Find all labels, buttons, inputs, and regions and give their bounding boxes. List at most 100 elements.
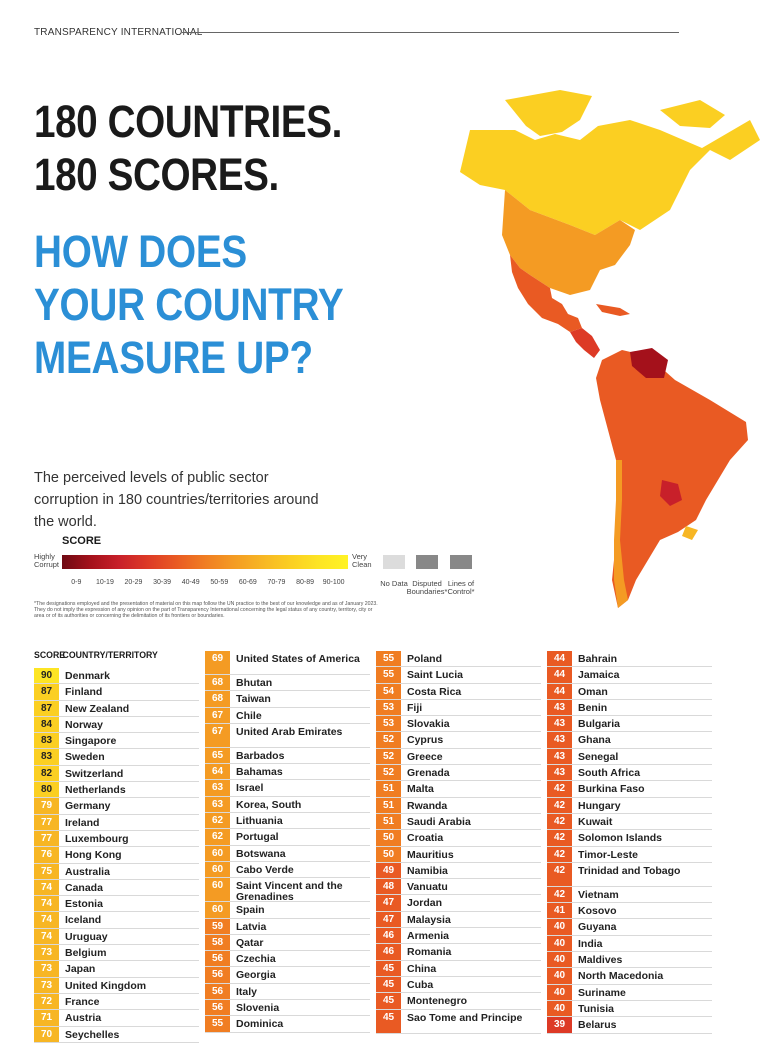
headline: 180 COUNTRIES. 180 SCORES.: [34, 95, 342, 201]
table-row: 42 Timor-Leste: [547, 846, 712, 863]
map-mexico: [510, 255, 582, 332]
country-cell: Cabo Verde: [236, 863, 294, 876]
map-caribbean: [596, 304, 630, 316]
table-row: 87 New Zealand: [34, 700, 199, 717]
table-row: 74 Uruguay: [34, 928, 199, 946]
score-cell: 40: [547, 968, 572, 984]
country-cell: Uruguay: [65, 930, 108, 943]
score-cell: 65: [205, 747, 230, 764]
table-row: 42 Solomon Islands: [547, 830, 712, 847]
score-cell: 45: [376, 1009, 401, 1033]
table-row: 74 Estonia: [34, 896, 199, 913]
table-row: 84 Norway: [34, 716, 199, 734]
table-column-2: 69 United States of America 68 Bhutan 68 Taiw…: [205, 651, 370, 1033]
lead-text: The perceived levels of public sector co…: [34, 470, 319, 530]
americas-map: [460, 90, 760, 608]
country-cell: Korea, South: [236, 798, 302, 811]
score-cell: 47: [376, 895, 401, 911]
score-cell: 48: [376, 879, 401, 895]
table-row: 56 Italy: [205, 983, 370, 1001]
table-row: 63 Israel: [205, 780, 370, 797]
country-cell: Czechia: [236, 953, 276, 966]
country-cell: Spain: [236, 904, 265, 917]
country-cell: Belarus: [578, 1019, 617, 1032]
table-row: 62 Lithuania: [205, 813, 370, 830]
country-cell: Canada: [65, 881, 103, 894]
country-cell: Oman: [578, 685, 608, 698]
score-cell: 84: [34, 716, 59, 733]
score-cell: 42: [547, 862, 572, 886]
table-row: 68 Bhutan: [205, 675, 370, 692]
table-row: 43 South Africa: [547, 765, 712, 782]
country-cell: Fiji: [407, 701, 423, 714]
legend-range-label: 30-39: [153, 579, 172, 586]
score-cell: 43: [547, 716, 572, 732]
score-cell: 43: [547, 765, 572, 781]
country-cell: Israel: [236, 782, 264, 795]
score-cell: 60: [205, 878, 230, 902]
score-cell: 44: [547, 667, 572, 683]
country-cell: Vietnam: [578, 888, 619, 901]
country-cell: Benin: [578, 701, 608, 714]
country-cell: Belgium: [65, 947, 107, 960]
score-cell: 87: [34, 700, 59, 716]
score-cell: 43: [547, 732, 572, 748]
table-row: 80 Netherlands: [34, 782, 199, 799]
country-cell: Guyana: [578, 921, 617, 934]
question-line-3: MEASURE UP?: [34, 332, 313, 383]
table-row: 58 Qatar: [205, 934, 370, 952]
table-row: 45 Cuba: [376, 976, 541, 994]
table-row: 51 Malta: [376, 781, 541, 798]
country-cell: Singapore: [65, 735, 117, 748]
country-cell: Bulgaria: [578, 718, 621, 731]
country-cell: China: [407, 962, 437, 975]
score-cell: 49: [376, 862, 401, 879]
score-cell: 52: [376, 765, 401, 781]
map-chile: [614, 460, 628, 608]
country-cell: United States of America: [236, 653, 360, 665]
score-cell: 50: [376, 846, 401, 862]
score-cell: 39: [547, 1017, 572, 1033]
country-cell: Armenia: [407, 930, 450, 943]
map-uruguay: [682, 526, 698, 540]
table-row: 46 Armenia: [376, 928, 541, 945]
score-cell: 87: [34, 684, 59, 700]
table-row: 39 Belarus: [547, 1017, 712, 1034]
score-cell: 90: [34, 668, 59, 684]
table-row: 65 Barbados: [205, 747, 370, 765]
legend-range-label: 10-19: [95, 579, 114, 586]
score-cell: 67: [205, 723, 230, 747]
country-cell: Poland: [407, 653, 443, 665]
score-cell: 62: [205, 829, 230, 845]
country-cell: Burkina Faso: [578, 783, 645, 796]
score-cell: 42: [547, 830, 572, 846]
legend-ranges: 0-9 10-19 20-29 30-39 40-49 50-59 60-69 70-79 80…: [62, 579, 348, 586]
country-cell: Hong Kong: [65, 849, 122, 862]
score-cell: 42: [547, 813, 572, 830]
map-central-america: [570, 328, 600, 358]
legend-gradient: [62, 555, 348, 569]
country-cell: Slovakia: [407, 718, 450, 731]
table-row: 50 Croatia: [376, 830, 541, 847]
table-row: 53 Fiji: [376, 699, 541, 717]
table-row: 54 Costa Rica: [376, 683, 541, 700]
country-cell: Portugal: [236, 831, 279, 844]
score-cell: 74: [34, 928, 59, 945]
score-cell: 42: [547, 781, 572, 797]
score-cell: 53: [376, 716, 401, 732]
table-row: 44 Jamaica: [547, 667, 712, 684]
table-row: 41 Kosovo: [547, 903, 712, 920]
table-column-4: 44 Bahrain 44 Jamaica 44 Oman 43 Benin 43 Bulgari…: [547, 651, 712, 1034]
country-cell: Romania: [407, 946, 452, 959]
country-cell: Kuwait: [578, 815, 613, 828]
score-cell: 55: [376, 651, 401, 667]
score-cell: 50: [376, 830, 401, 846]
table-row: 79 Germany: [34, 798, 199, 815]
country-cell: Croatia: [407, 832, 444, 845]
country-cell: Chile: [236, 709, 262, 722]
score-cell: 40: [547, 984, 572, 1000]
score-cell: 73: [34, 961, 59, 977]
country-cell: Sweden: [65, 751, 105, 764]
country-cell: Malta: [407, 783, 434, 796]
score-cell: 60: [205, 902, 230, 918]
